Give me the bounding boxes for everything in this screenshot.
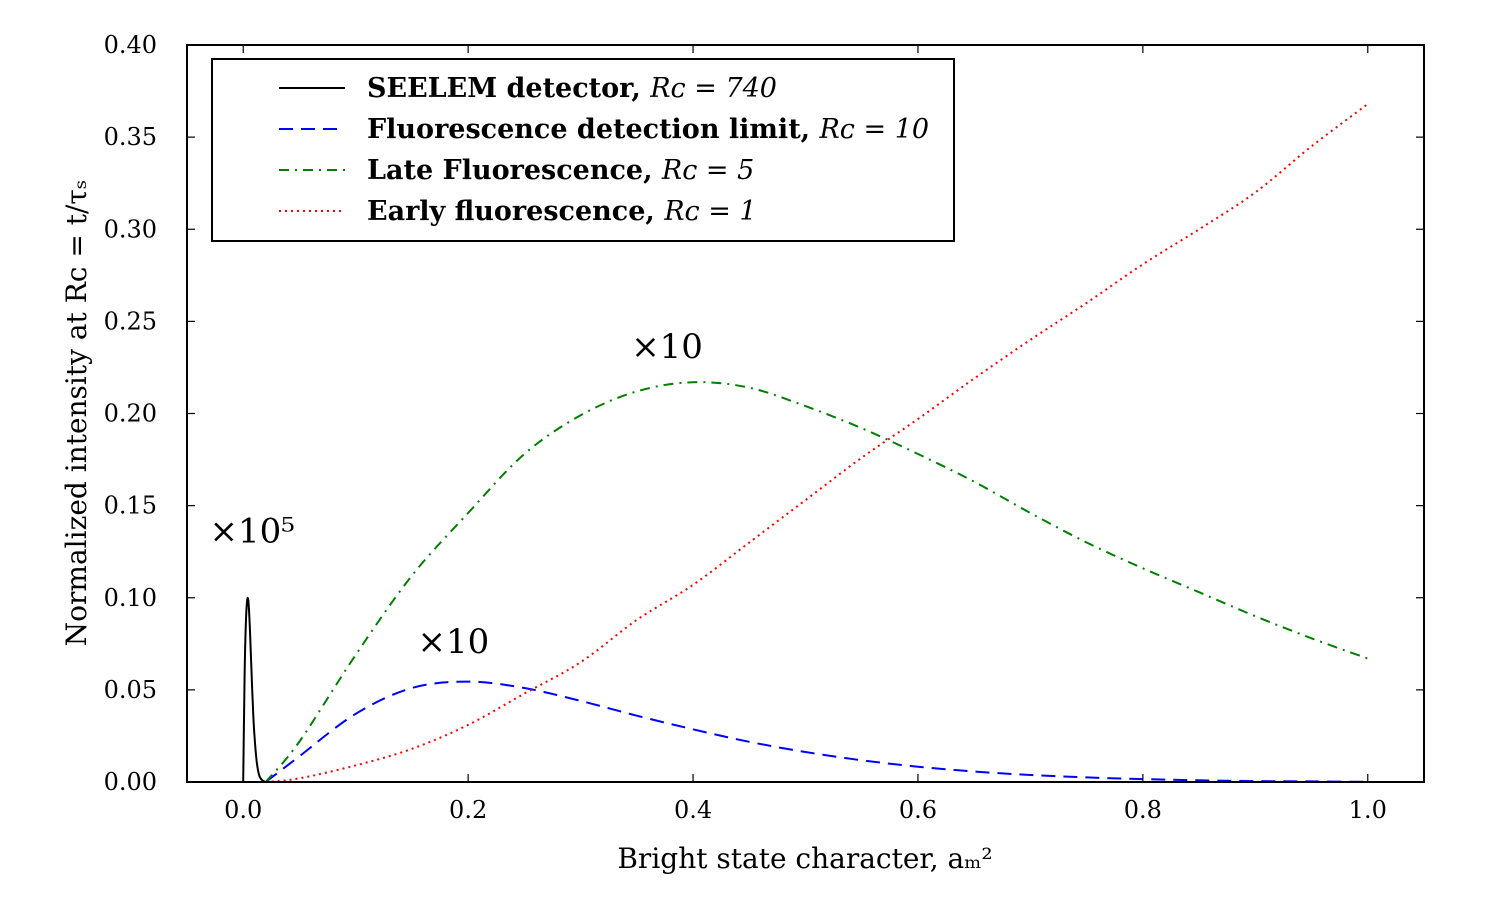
annotation-layer: ×10⁵ ×10 ×10 — [209, 327, 702, 662]
annotation-1: ×10 — [418, 622, 490, 662]
annotation-2: ×10 — [631, 327, 703, 367]
y-tick-label: 0.15 — [104, 492, 157, 520]
y-tick-label: 0.35 — [104, 123, 157, 151]
series-line-3 — [265, 103, 1369, 783]
legend-label-2: Late Fluorescence, Rᴄ = 5 — [367, 155, 754, 186]
x-axis-title: Bright state character, aₘ² — [617, 842, 992, 875]
x-tick-label: 0.2 — [449, 796, 487, 824]
y-tick-label: 0.00 — [104, 768, 157, 796]
legend: SEELEM detector, Rᴄ = 740 Fluorescence de… — [211, 58, 955, 242]
series-layer — [242, 103, 1369, 783]
annotation-0: ×10⁵ — [209, 511, 294, 551]
y-tick-label: 0.20 — [104, 400, 157, 428]
x-tick-label: 0.4 — [674, 796, 712, 824]
tick-layer: 0.0 0.2 0.4 0.6 0.8 1.0 0.00 0.05 0.10 0.15 0.20 0.… — [104, 31, 1424, 824]
legend-label-3: Early fluorescence, Rᴄ = 1 — [367, 196, 757, 227]
y-tick-label: 0.40 — [104, 31, 157, 59]
y-tick-label: 0.25 — [104, 307, 157, 335]
series-line-2 — [264, 381, 1369, 783]
x-tick-label: 1.0 — [1349, 796, 1387, 824]
x-tick-label: 0.8 — [1124, 796, 1162, 824]
legend-label-1: Fluorescence detection limit, Rᴄ = 10 — [367, 114, 929, 145]
series-line-0 — [242, 596, 267, 783]
y-tick-label: 0.10 — [104, 584, 157, 612]
x-tick-label: 0.6 — [899, 796, 937, 824]
legend-label-0: SEELEM detector, Rᴄ = 740 — [367, 73, 777, 104]
x-tick-label: 0.0 — [224, 796, 262, 824]
y-tick-label: 0.05 — [104, 676, 157, 704]
y-tick-label: 0.30 — [104, 215, 157, 243]
y-axis-title: Normalized intensity at Rᴄ = t/τₛ — [60, 180, 93, 647]
series-line-1 — [265, 680, 1368, 783]
legend-box — [211, 58, 955, 242]
